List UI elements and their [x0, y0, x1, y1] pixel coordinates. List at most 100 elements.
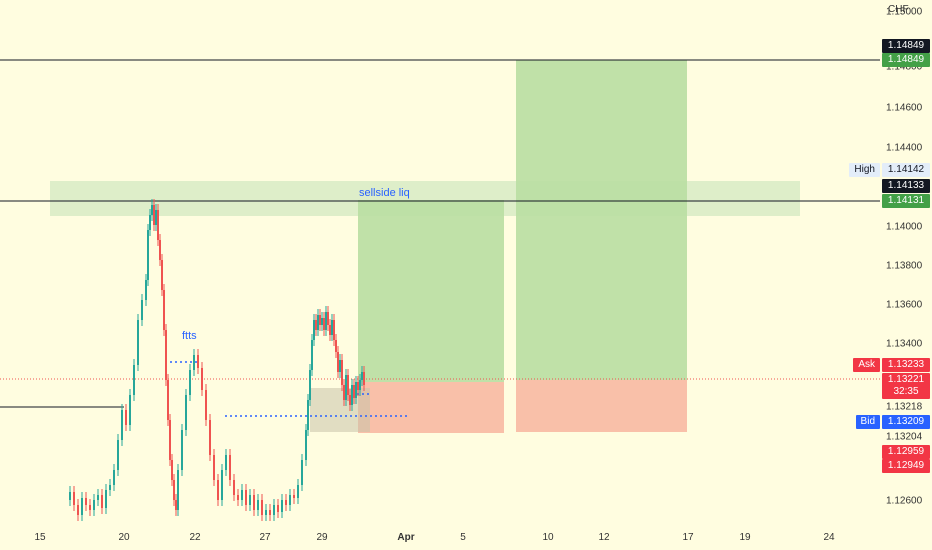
candle-body	[93, 500, 95, 510]
time-tick-label: 19	[739, 532, 751, 543]
order-block-zone[interactable]	[310, 388, 370, 432]
price-tick-label: 1.15000	[886, 6, 923, 18]
candle-body	[97, 495, 99, 500]
candle-body	[293, 495, 295, 498]
long-position-profit-zone-1[interactable]	[358, 200, 504, 382]
candle-body	[157, 210, 159, 240]
candle-body	[85, 498, 87, 505]
candle-body	[149, 215, 151, 230]
candle-body	[277, 505, 279, 512]
candle-body	[189, 370, 191, 395]
countdown-badge: 32:35	[882, 385, 930, 399]
candle-body	[233, 480, 235, 495]
candle-body	[133, 365, 135, 395]
candle-body	[317, 315, 319, 330]
sellside-liq-label[interactable]: sellside liq	[359, 187, 410, 199]
time-tick-label: 10	[542, 532, 554, 543]
candle-body	[261, 500, 263, 515]
candle-body	[249, 495, 251, 505]
candle-body	[307, 400, 309, 430]
candle-body	[113, 470, 115, 485]
candle-body	[163, 290, 165, 330]
candle-body	[301, 460, 303, 485]
candle-body	[173, 480, 175, 500]
candle-body	[305, 430, 307, 460]
candle-body	[217, 480, 219, 500]
candle-body	[145, 280, 147, 300]
candlestick-series[interactable]	[69, 199, 365, 521]
sl-red-badge-1: 1.12959	[882, 445, 930, 459]
last-price-badge: 1.13221	[882, 373, 930, 387]
candle-body	[205, 390, 207, 420]
candle-body	[225, 455, 227, 470]
price-tick-label: 1.13800	[886, 260, 923, 272]
candle-body	[331, 320, 333, 335]
candle-body	[69, 492, 71, 500]
candle-body	[193, 355, 195, 370]
price-axis[interactable]: CHF 1.15000 1.14800 1.14600 1.14400 1.14000 1…	[880, 0, 932, 550]
price-tick-label: 1.14400	[886, 142, 923, 154]
candle-body	[105, 490, 107, 508]
candle-body	[201, 368, 203, 390]
candle-body	[313, 320, 315, 340]
candle-body	[141, 300, 143, 320]
ask-tag: Ask	[853, 358, 880, 372]
bid-tag: Bid	[855, 415, 880, 429]
candle-body	[151, 205, 153, 215]
candle-body	[121, 410, 123, 440]
line-black-badge: 1.14133	[882, 179, 930, 193]
candle-body	[109, 485, 111, 490]
candle-body	[147, 230, 149, 280]
candle-body	[229, 455, 231, 480]
candle-body	[327, 312, 329, 325]
time-tick-label: Apr	[397, 532, 415, 543]
candle-body	[237, 495, 239, 500]
candle-body	[357, 382, 359, 390]
price-tick-label: 1.14000	[886, 221, 923, 233]
time-tick-label: 22	[189, 532, 201, 543]
candle-body	[161, 260, 163, 290]
chart-area[interactable]: sellside liq ftts	[0, 0, 880, 526]
candle-body	[155, 210, 157, 225]
time-axis[interactable]: 15 20 22 27 29 Apr 5 10 12 17 19 24	[0, 526, 880, 550]
candle-body	[345, 375, 347, 400]
candle-body	[185, 395, 187, 430]
time-tick-label: 15	[34, 532, 46, 543]
long-position-loss-zone-1[interactable]	[358, 382, 504, 433]
high-tag: High	[849, 163, 880, 177]
candle-body	[341, 360, 343, 385]
candle-body	[323, 318, 325, 330]
price-tick-label: 1.13600	[886, 299, 923, 311]
candle-body	[221, 470, 223, 500]
candle-body	[241, 490, 243, 500]
candle-body	[355, 382, 357, 398]
candle-body	[281, 500, 283, 512]
ftts-label[interactable]: ftts	[182, 330, 197, 342]
candle-body	[315, 320, 317, 330]
candle-body	[359, 380, 361, 390]
candle-body	[351, 385, 353, 405]
price-tick-label: 1.13400	[886, 338, 923, 350]
candle-body	[77, 505, 79, 515]
candle-body	[329, 325, 331, 335]
candle-body	[129, 395, 131, 425]
long-position-loss-zone-2[interactable]	[516, 380, 687, 432]
candle-body	[353, 385, 355, 398]
candle-body	[153, 205, 155, 225]
chart-canvas[interactable]	[0, 0, 880, 526]
candle-body	[137, 320, 139, 365]
candle-body	[159, 240, 161, 260]
candle-body	[125, 410, 127, 425]
candle-body	[343, 385, 345, 400]
candle-body	[253, 495, 255, 510]
candle-body	[285, 500, 287, 505]
candle-body	[89, 505, 91, 510]
candle-body	[339, 360, 341, 372]
candle-body	[169, 420, 171, 460]
long-position-profit-zone-2[interactable]	[516, 60, 687, 380]
high-value-badge: 1.14142	[882, 163, 930, 177]
candle-body	[265, 510, 267, 515]
candle-body	[269, 510, 271, 515]
candle-body	[273, 505, 275, 515]
time-tick-label: 20	[118, 532, 130, 543]
